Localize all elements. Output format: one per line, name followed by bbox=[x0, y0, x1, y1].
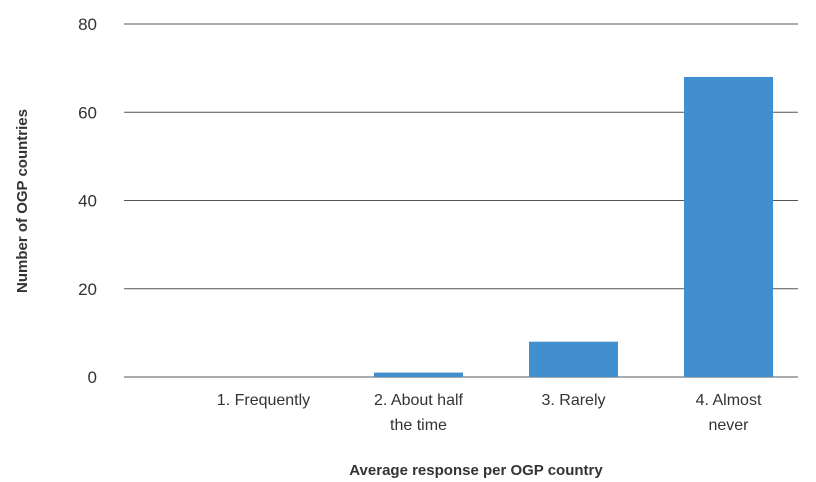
x-axis-title: Average response per OGP country bbox=[349, 462, 603, 479]
y-tick-label: 20 bbox=[78, 280, 97, 299]
bar bbox=[529, 341, 618, 377]
x-tick-label-line: 2. About half bbox=[374, 392, 464, 409]
x-tick-label: 2. About half the time bbox=[374, 392, 464, 434]
y-axis-title: Number of OGP countries bbox=[14, 109, 31, 293]
y-tick-label: 0 bbox=[88, 368, 97, 387]
bars bbox=[374, 76, 773, 377]
x-axis-labels: 1. Frequently 2. About half the time 3. Rar… bbox=[217, 392, 762, 434]
x-tick-label: 3. Rarely bbox=[541, 392, 605, 409]
bar bbox=[374, 372, 463, 377]
y-axis-ticks: 0 20 40 60 80 bbox=[78, 15, 97, 387]
x-tick-label-line: 1. Frequently bbox=[217, 392, 310, 409]
x-tick-label-line: 3. Rarely bbox=[541, 392, 605, 409]
bar bbox=[684, 76, 773, 377]
y-tick-label: 40 bbox=[78, 192, 97, 211]
x-tick-label-line: the time bbox=[390, 417, 447, 434]
y-tick-label: 60 bbox=[78, 103, 97, 122]
x-tick-label-line: never bbox=[708, 417, 749, 434]
y-tick-label: 80 bbox=[78, 15, 97, 34]
x-tick-label-line: 4. Almost bbox=[696, 392, 762, 409]
x-tick-label: 1. Frequently bbox=[217, 392, 310, 409]
x-tick-label: 4. Almost never bbox=[696, 392, 762, 434]
